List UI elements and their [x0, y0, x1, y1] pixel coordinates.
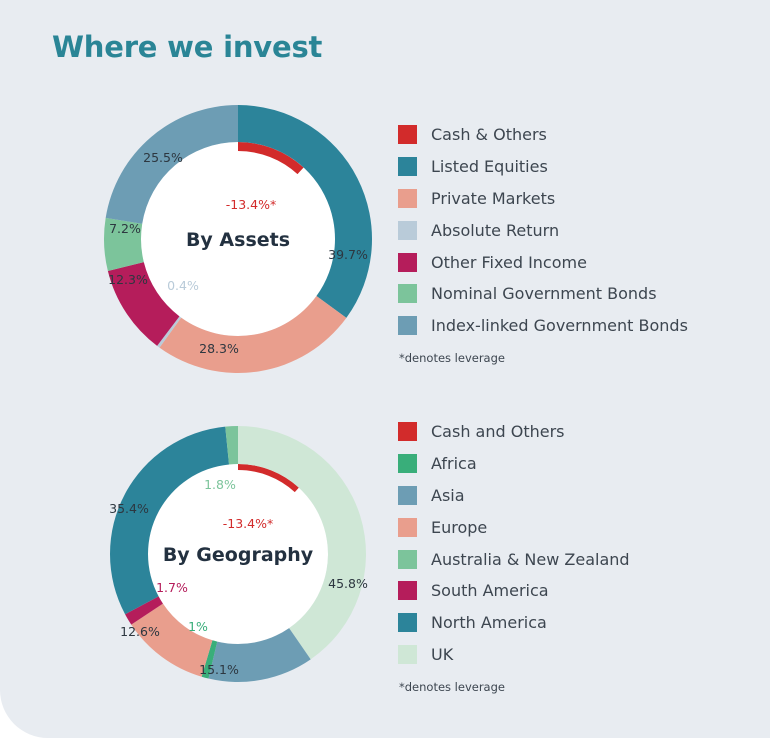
chart-center-title: By Assets — [186, 229, 290, 251]
legend-item-cash-and-others: Cash & Others — [398, 119, 688, 151]
legend-item-cash-and-others: Cash and Others — [398, 416, 630, 448]
legend-item-absolute-return: Absolute Return — [398, 214, 688, 246]
slice-europe — [131, 603, 213, 677]
legend-label: Index-linked Government Bonds — [431, 316, 688, 336]
slice-north-america — [109, 426, 230, 615]
legend-label: Absolute Return — [431, 220, 560, 240]
geography-leverage-note: *denotes leverage — [399, 680, 505, 694]
legend-swatch — [398, 517, 417, 537]
data-label-listed-equities: 39.7% — [328, 247, 368, 262]
data-label-absolute-return: 0.4% — [167, 278, 199, 293]
data-label-private-markets: 28.3% — [199, 341, 239, 356]
legend-label: South America — [431, 581, 549, 601]
legend-label: Nominal Government Bonds — [431, 284, 657, 304]
slice-south-america — [125, 596, 163, 625]
legend-label: Europe — [431, 517, 488, 537]
legend-label: Cash & Others — [431, 125, 547, 145]
legend-swatch — [398, 188, 417, 208]
data-label-europe: 12.6% — [120, 624, 160, 639]
data-label-nominal-government-bonds: 7.2% — [109, 221, 141, 236]
legend-item-index-linked-government-bonds: Index-linked Government Bonds — [398, 310, 688, 342]
slice-index-linked-government-bonds — [105, 105, 238, 224]
data-label-index-linked-government-bonds: 25.5% — [143, 150, 183, 165]
data-label-north-america: 35.4% — [109, 501, 149, 516]
slice-private-markets — [159, 296, 347, 373]
data-label-africa: 1% — [188, 619, 208, 634]
legend-item-europe: Europe — [398, 511, 630, 543]
legend-item-south-america: South America — [398, 575, 630, 607]
legend-swatch — [398, 485, 417, 505]
legend-item-north-america: North America — [398, 607, 630, 639]
donut-center — [148, 464, 328, 644]
slice-cash-and-others — [238, 142, 304, 175]
legend-label: Cash and Others — [431, 422, 565, 442]
assets-donut-chart: By Assets -13.4%* 39.7% 28.3% 0.4% 12.3% 7.2% 2… — [104, 105, 372, 373]
data-label-south-america: 1.7% — [156, 580, 188, 595]
legend-swatch — [398, 252, 417, 272]
slice-listed-equities — [238, 105, 372, 318]
slice-uk — [238, 426, 366, 660]
legend-swatch — [398, 581, 417, 601]
legend-swatch — [398, 422, 417, 442]
legend-label: Africa — [431, 454, 477, 474]
assets-leverage-note: *denotes leverage — [399, 351, 505, 365]
legend-label: Other Fixed Income — [431, 252, 587, 272]
legend-label: Asia — [431, 485, 465, 505]
geography-legend: Cash and Others Africa Asia Europe Australia… — [398, 416, 630, 670]
slice-asia — [208, 628, 311, 682]
legend-label: Listed Equities — [431, 157, 548, 177]
data-label-asia: 15.1% — [199, 662, 239, 677]
legend-label: Australia & New Zealand — [431, 549, 630, 569]
geography-donut-chart: By Geography -13.4%* 45.8% 15.1% 1% 12.6% 1.7%… — [109, 426, 368, 682]
legend-item-asia: Asia — [398, 480, 630, 512]
data-label-cash-and-others: -13.4%* — [226, 197, 276, 212]
legend-item-listed-equities: Listed Equities — [398, 151, 688, 183]
legend-swatch — [398, 613, 417, 633]
legend-item-africa: Africa — [398, 448, 630, 480]
slice-africa — [201, 640, 218, 679]
slice-nominal-government-bonds — [104, 217, 144, 271]
slice-cash-and-others — [238, 464, 299, 493]
legend-swatch — [398, 549, 417, 569]
legend-swatch — [398, 284, 417, 304]
legend-item-nominal-government-bonds: Nominal Government Bonds — [398, 278, 688, 310]
legend-swatch — [398, 157, 417, 177]
data-label-other-fixed-income: 12.3% — [108, 272, 148, 287]
legend-swatch — [398, 644, 417, 664]
chart-center-title: By Geography — [163, 544, 314, 566]
slice-other-fixed-income — [107, 262, 180, 346]
legend-swatch — [398, 125, 417, 145]
legend-item-private-markets: Private Markets — [398, 183, 688, 215]
data-label-australia-and-new-zealand: 1.8% — [204, 477, 236, 492]
page-title: Where we invest — [52, 30, 323, 64]
legend-swatch — [398, 220, 417, 240]
legend-item-other-fixed-income: Other Fixed Income — [398, 246, 688, 278]
legend-swatch — [398, 454, 417, 474]
donut-center — [141, 142, 335, 336]
slice-absolute-return — [157, 316, 182, 348]
legend-label: Private Markets — [431, 188, 556, 208]
legend-label: UK — [431, 644, 454, 664]
legend-item-uk: UK — [398, 639, 630, 671]
legend-item-australia-and-new-zealand: Australia & New Zealand — [398, 543, 630, 575]
slice-australia-and-new-zealand — [225, 426, 238, 465]
assets-legend: Cash & Others Listed Equities Private Mark… — [398, 119, 688, 342]
legend-swatch — [398, 316, 417, 336]
legend-label: North America — [431, 613, 547, 633]
data-label-uk: 45.8% — [328, 576, 368, 591]
data-label-cash-and-others: -13.4%* — [223, 516, 273, 531]
